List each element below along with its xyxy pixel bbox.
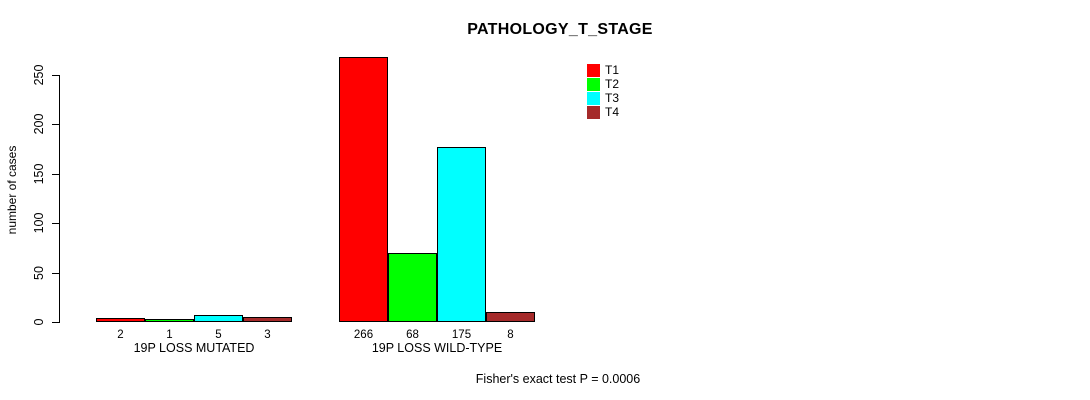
legend-swatch bbox=[587, 91, 600, 105]
y-axis-tick-label: 50 bbox=[32, 266, 46, 280]
y-axis-tick-label: 250 bbox=[32, 64, 46, 86]
legend-item-T4: T4 bbox=[587, 105, 619, 119]
y-axis-tick-label: 0 bbox=[32, 318, 46, 326]
legend-item-T2: T2 bbox=[587, 77, 619, 91]
y-axis-line bbox=[59, 75, 60, 323]
bar-value-label: 8 bbox=[507, 329, 514, 341]
bar-value-label: 175 bbox=[451, 329, 472, 341]
bar-T2-group1 bbox=[145, 319, 194, 322]
y-axis-tick bbox=[52, 223, 59, 224]
bar-value-label: 266 bbox=[353, 329, 374, 341]
legend-label: T4 bbox=[605, 105, 620, 119]
legend-item-T1: T1 bbox=[587, 63, 619, 77]
legend-label: T2 bbox=[605, 77, 620, 91]
legend-item-T3: T3 bbox=[587, 91, 619, 105]
y-axis-tick-label: 200 bbox=[32, 113, 46, 135]
y-axis-tick bbox=[52, 273, 59, 274]
legend-swatch bbox=[587, 77, 600, 91]
x-category-label: 19P LOSS MUTATED bbox=[133, 341, 255, 355]
bar-value-label: 3 bbox=[264, 329, 271, 341]
y-axis-tick bbox=[52, 174, 59, 175]
y-axis-tick-label: 150 bbox=[32, 163, 46, 185]
y-axis-tick bbox=[52, 322, 59, 323]
x-category-label: 19P LOSS WILD-TYPE bbox=[371, 341, 503, 355]
chart-title: PATHOLOGY_T_STAGE bbox=[467, 21, 653, 38]
bar-T1-group1 bbox=[96, 318, 145, 322]
bar-T4-group2 bbox=[486, 312, 535, 322]
footnote-text: Fisher's exact test P = 0.0006 bbox=[475, 372, 641, 386]
bar-value-label: 2 bbox=[117, 329, 124, 341]
legend: T1 T2 T3 T4 bbox=[587, 63, 619, 119]
bar-T2-group2 bbox=[388, 253, 437, 322]
legend-label: T3 bbox=[605, 91, 620, 105]
bar-T3-group2 bbox=[437, 147, 486, 322]
legend-swatch bbox=[587, 105, 600, 119]
y-axis-label: number of cases bbox=[5, 145, 19, 235]
legend-swatch bbox=[587, 63, 600, 77]
bar-T1-group2 bbox=[339, 57, 388, 322]
bar-value-label: 68 bbox=[406, 329, 419, 341]
bar-value-label: 5 bbox=[215, 329, 222, 341]
bar-value-label: 1 bbox=[166, 329, 173, 341]
legend-label: T1 bbox=[605, 63, 620, 77]
bar-T4-group1 bbox=[243, 317, 292, 322]
y-axis-tick bbox=[52, 124, 59, 125]
y-axis-tick-label: 100 bbox=[32, 212, 46, 234]
y-axis-tick bbox=[52, 75, 59, 76]
bar-T3-group1 bbox=[194, 315, 243, 322]
